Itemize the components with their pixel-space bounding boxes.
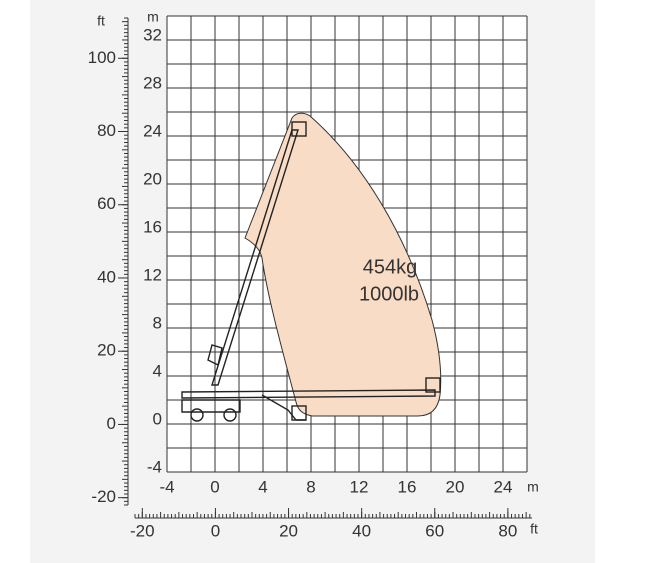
y2-unit: ft — [97, 13, 105, 29]
y2-tick-label: 40 — [97, 267, 116, 286]
y-tick-label: 4 — [153, 361, 162, 380]
basket-bottom — [291, 405, 307, 421]
x2-tick-label: 20 — [279, 521, 298, 540]
x2-tick-label: 0 — [211, 521, 220, 540]
wheel — [190, 408, 204, 422]
x-tick-label: 4 — [258, 477, 267, 496]
y-tick-label: -4 — [147, 457, 162, 476]
x2-tick-label: 40 — [352, 521, 371, 540]
wheel — [223, 408, 237, 422]
y2-tick-label: 100 — [88, 48, 116, 67]
x2-tick-label: 60 — [425, 521, 444, 540]
x2-tick-label: -20 — [130, 521, 155, 540]
y2-tick-label: 20 — [97, 341, 116, 360]
boom-horizontal — [181, 389, 436, 399]
x-tick-label: 0 — [210, 477, 219, 496]
chassis — [181, 399, 241, 413]
annotation: 454kg — [363, 256, 418, 278]
y2-tick-label: 80 — [97, 121, 116, 140]
boom-raised — [211, 129, 299, 386]
y-unit: m — [147, 9, 159, 25]
y-tick-label: 32 — [143, 25, 162, 44]
x2-unit: ft — [530, 521, 538, 537]
y2-tick-label: 0 — [107, 414, 116, 433]
x-tick-label: 20 — [446, 477, 465, 496]
y-tick-label: 8 — [153, 313, 162, 332]
x-unit: m — [527, 479, 539, 495]
x-tick-label: 16 — [398, 477, 417, 496]
lift-drawing — [181, 121, 441, 422]
jib — [207, 344, 223, 367]
x-tick-label: 12 — [350, 477, 369, 496]
y-tick-label: 0 — [153, 409, 162, 428]
x-tick-label: -4 — [159, 477, 174, 496]
y-tick-label: 16 — [143, 217, 162, 236]
y-tick-label: 28 — [143, 73, 162, 92]
x-tick-label: 8 — [306, 477, 315, 496]
basket-right — [425, 377, 441, 393]
working-envelope — [244, 112, 442, 417]
y-tick-label: 20 — [143, 169, 162, 188]
y-tick-label: 24 — [143, 121, 162, 140]
basket-top — [291, 121, 307, 137]
y2-tick-label: -20 — [91, 487, 116, 506]
x2-tick-label: 80 — [498, 521, 517, 540]
annotation: 1000lb — [359, 283, 419, 305]
x-tick-label: 24 — [494, 477, 513, 496]
y2-tick-label: 60 — [97, 194, 116, 213]
y-tick-label: 12 — [143, 265, 162, 284]
